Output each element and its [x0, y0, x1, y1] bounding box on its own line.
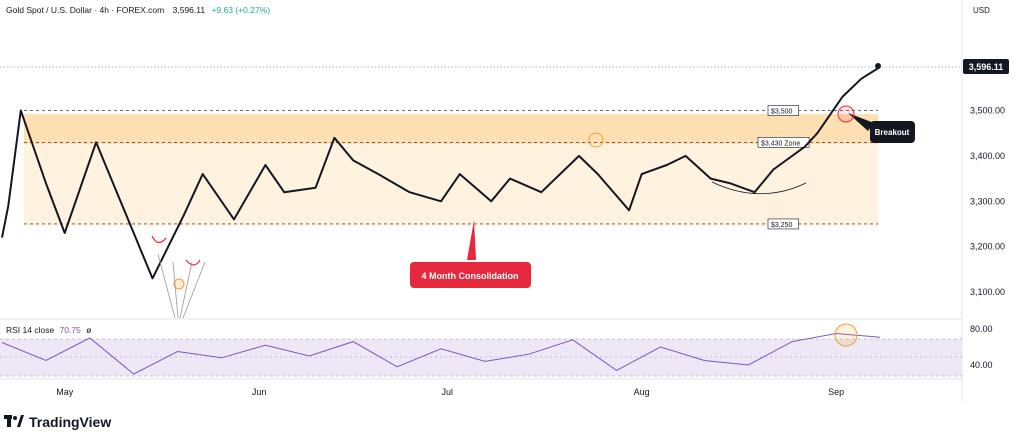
- price-line: [1, 66, 881, 280]
- time-tick-label: Aug: [634, 387, 650, 397]
- tradingview-logo[interactable]: TradingView: [4, 414, 111, 430]
- header-price: 3,596.11: [172, 5, 206, 15]
- rsi-extra: ø: [86, 325, 92, 335]
- tradingview-icon: [4, 415, 24, 429]
- breakout-label: Breakout: [875, 128, 910, 137]
- price-axis[interactable]: 3,100.00 3,200.00 3,300.00 3,400.00 3,500.00: [970, 106, 1005, 297]
- arrow-lines: [157, 253, 206, 319]
- brand-name: TradingView: [29, 414, 112, 430]
- rsi-legend: RSI 14 close 70.75 ø: [6, 325, 91, 335]
- top-marker: [588, 132, 604, 148]
- consolidation-callout: 4 Month Consolidation: [410, 220, 531, 288]
- rsi-band: [0, 339, 962, 376]
- horizontal-levels: $3,500 $3,430 Zone $3,250: [24, 105, 878, 230]
- last-price-dot: [875, 63, 881, 69]
- symbol-header: Gold Spot / U.S. Dollar · 4h · FOREX.com…: [6, 5, 270, 15]
- currency-button[interactable]: USD: [973, 6, 990, 15]
- breakout-marker: [837, 105, 855, 123]
- time-tick-label: May: [56, 387, 74, 397]
- rsi-top-marker: [834, 323, 858, 347]
- level-label-box: [767, 105, 799, 116]
- symbol-line: Gold Spot / U.S. Dollar · 4h · FOREX.com: [6, 5, 165, 15]
- resistance-zone: [24, 114, 878, 144]
- rsi-tick-label: 80.00: [970, 324, 993, 334]
- price-tick-label: 3,300.00: [970, 196, 1005, 206]
- last-price-tag-label: 3,596.11: [969, 62, 1004, 72]
- rounded-bottom-curve: [711, 181, 807, 195]
- consolidation-label: 4 Month Consolidation: [422, 271, 519, 281]
- level-label: $3,430 Zone: [761, 140, 800, 147]
- rsi-value: 70.75: [59, 325, 81, 335]
- low-marker-3: [173, 278, 185, 290]
- low-marker-1: [151, 235, 167, 244]
- time-tick-label: Jun: [252, 387, 267, 397]
- level-label-box: [767, 218, 799, 230]
- price-tick-label: 3,400.00: [970, 151, 1005, 161]
- price-tick-label: 3,100.00: [970, 287, 1005, 297]
- time-tick-label: Jul: [442, 387, 454, 397]
- rsi-tick-label: 40.00: [970, 360, 993, 370]
- last-price-tag: 3,596.11: [963, 59, 1009, 74]
- price-tick-label: 3,500.00: [970, 106, 1005, 116]
- rsi-axis: 40.00 80.00: [970, 324, 993, 370]
- low-marker-2: [185, 259, 201, 266]
- level-label: $3,250: [771, 222, 793, 229]
- header-change: +9.63 (+0.27%): [211, 5, 271, 15]
- rsi-name: RSI 14 close: [6, 325, 55, 335]
- price-tick-label: 3,200.00: [970, 242, 1005, 252]
- level-label: $3,500: [771, 109, 793, 116]
- time-axis[interactable]: May Jun Jul Aug Sep: [56, 387, 844, 397]
- rsi-line: [1, 332, 881, 375]
- time-tick-label: Sep: [828, 387, 844, 397]
- breakout-callout: Breakout: [848, 113, 915, 143]
